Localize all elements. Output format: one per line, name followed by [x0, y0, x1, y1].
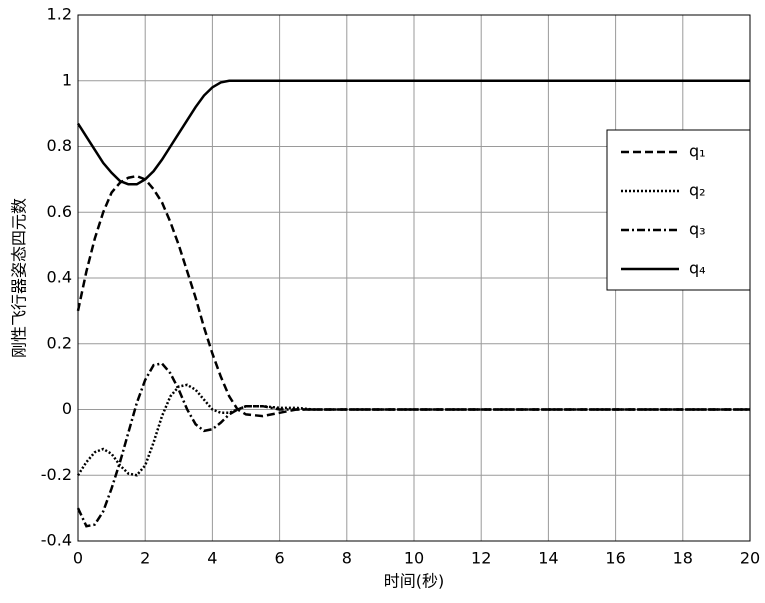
legend-label: q₁: [689, 142, 706, 161]
y-tick-label: 0.4: [47, 268, 72, 287]
y-tick-label: 0.8: [47, 136, 72, 155]
x-tick-label: 10: [404, 549, 424, 568]
y-tick-label: 0.6: [47, 202, 72, 221]
x-axis-label: 时间(秒): [384, 572, 445, 591]
x-tick-label: 8: [342, 549, 352, 568]
y-tick-label: 1.2: [47, 5, 72, 24]
legend-label: q₄: [689, 259, 706, 278]
x-tick-label: 2: [140, 549, 150, 568]
legend: q₁ q₂ q₃ q₄: [607, 130, 750, 290]
y-tick-label: -0.4: [41, 531, 72, 550]
y-tick-label: 0: [62, 399, 72, 418]
x-tick-label: 14: [538, 549, 558, 568]
y-tick-label: 0.2: [47, 333, 72, 352]
chart: 时间(秒) 刚性飞行器姿态四元数 -0.4 -0.2 0 0.2 0.4 0.6 0.8 1 1…: [0, 0, 765, 603]
x-tick-label: 4: [207, 549, 217, 568]
x-tick-label: 12: [471, 549, 491, 568]
y-axis-label: 刚性飞行器姿态四元数: [10, 198, 29, 358]
y-tick-label: -0.2: [41, 465, 72, 484]
x-tick-label: 0: [73, 549, 83, 568]
legend-box: [607, 130, 750, 290]
y-tick-label: 1: [62, 70, 72, 89]
legend-label: q₂: [689, 181, 706, 200]
x-tick-label: 18: [673, 549, 693, 568]
x-tick-label: 20: [740, 549, 760, 568]
x-tick-label: 6: [275, 549, 285, 568]
legend-label: q₃: [689, 220, 706, 239]
x-tick-label: 16: [605, 549, 625, 568]
